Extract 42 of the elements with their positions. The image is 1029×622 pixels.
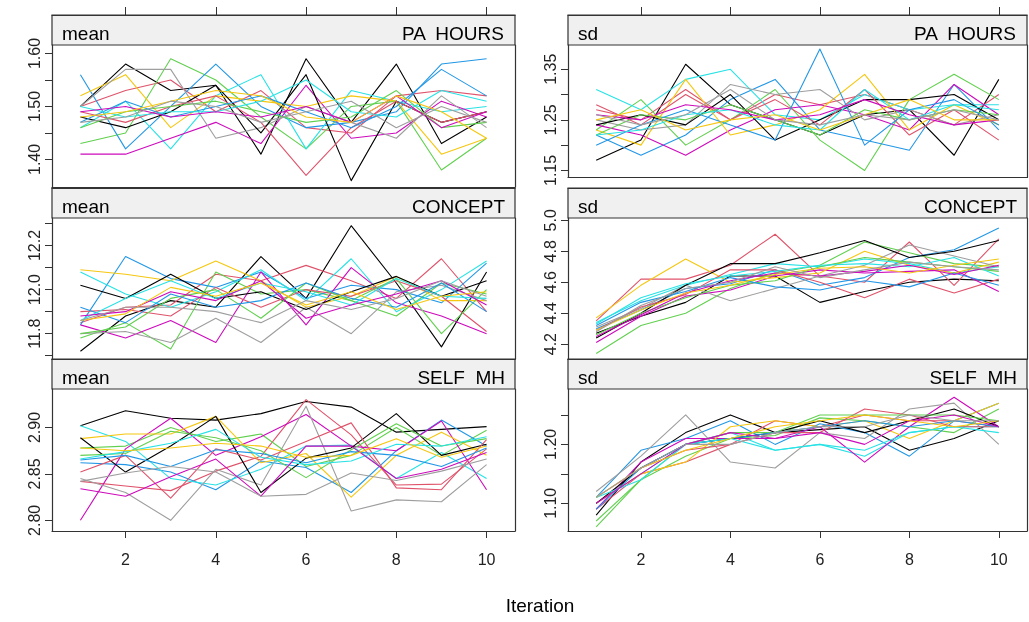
y-tick-label: 1.50 — [25, 90, 43, 123]
x-tick-label: 6 — [301, 550, 311, 568]
y-tick-label: 4.6 — [541, 271, 559, 294]
chart-title: SELF MH — [929, 367, 1017, 388]
chart-subtitle: mean — [62, 196, 110, 217]
y-tick-label: 1.60 — [25, 37, 43, 70]
y-tick-label: 1.15 — [541, 154, 559, 186]
x-tick-label: 2 — [636, 550, 646, 568]
chart-title: PA HOURS — [913, 23, 1016, 44]
chart-title: SELF MH — [417, 367, 505, 388]
x-tick-label: 6 — [815, 550, 825, 568]
y-tick-label: 1.35 — [541, 53, 559, 85]
x-tick-label: 10 — [989, 550, 1008, 568]
x-tick-label: 10 — [477, 550, 496, 568]
chart-subtitle: sd — [578, 196, 599, 217]
x-tick-label: 8 — [904, 550, 914, 568]
x-tick-label: 4 — [725, 550, 735, 568]
chart-subtitle: sd — [578, 367, 599, 388]
y-tick-label: 4.2 — [541, 332, 559, 356]
chart-title: CONCEPT — [412, 196, 506, 217]
chart-subtitle: sd — [578, 23, 599, 44]
y-tick-label: 11.8 — [25, 318, 43, 349]
chart-title: CONCEPT — [924, 196, 1018, 217]
chart-subtitle: mean — [62, 23, 110, 44]
x-tick-label: 8 — [391, 550, 401, 568]
y-tick-label: 1.10 — [541, 487, 559, 519]
y-tick-label: 2.85 — [25, 458, 43, 490]
y-tick-label: 1.25 — [541, 104, 559, 136]
y-tick-label: 2.90 — [25, 411, 43, 444]
x-tick-label: 2 — [121, 550, 131, 568]
chart-subtitle: mean — [62, 367, 110, 388]
y-tick-label: 1.40 — [25, 143, 43, 176]
y-tick-label: 1.20 — [541, 428, 559, 460]
chart-title: PA HOURS — [401, 23, 504, 44]
y-tick-label: 12.2 — [25, 229, 43, 262]
y-tick-label: 5.0 — [541, 209, 559, 232]
y-tick-label: 4.4 — [541, 301, 559, 325]
y-tick-label: 2.80 — [25, 504, 43, 536]
y-tick-label: 4.8 — [541, 240, 559, 263]
y-tick-label: 12.0 — [25, 273, 43, 306]
x-axis-title: Iteration — [505, 594, 575, 616]
x-tick-label: 4 — [211, 550, 221, 568]
